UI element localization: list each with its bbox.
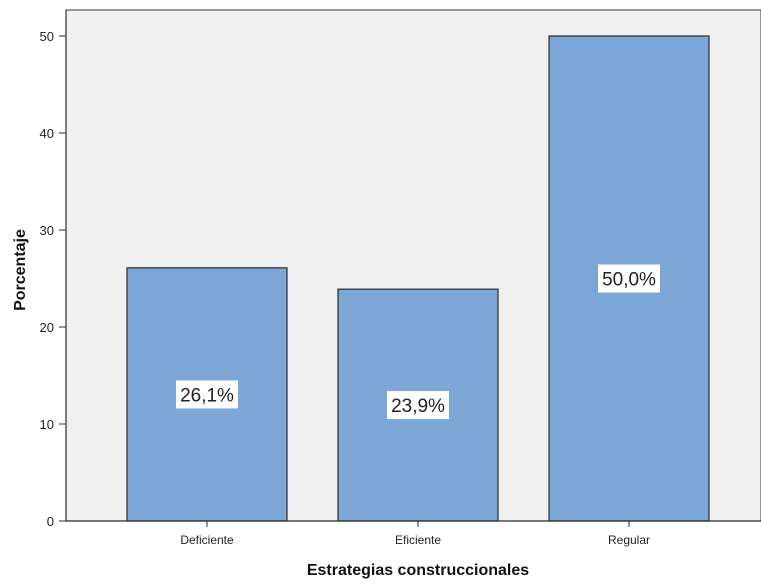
data-label-box bbox=[387, 391, 449, 420]
data-labels-group: 26,1% 23,9% 50,0% bbox=[176, 264, 660, 420]
x-axis-title: Estrategias construccionales bbox=[307, 562, 529, 579]
data-label: 23,9% bbox=[391, 396, 445, 417]
y-axis-title: Porcentaje bbox=[12, 229, 29, 311]
y-tick-label: 50 bbox=[40, 29, 54, 44]
data-label-box bbox=[176, 380, 238, 409]
y-tick-label: 20 bbox=[40, 320, 54, 335]
y-tick-label: 30 bbox=[40, 223, 54, 238]
data-label-box bbox=[598, 264, 660, 293]
y-axis-ticks: 0 10 20 30 40 50 bbox=[40, 29, 66, 529]
x-tick-label: Deficiente bbox=[180, 533, 234, 547]
y-tick-label: 0 bbox=[47, 514, 54, 529]
x-tick-label: Regular bbox=[608, 533, 650, 547]
x-axis-ticks: Deficiente Eficiente Regular bbox=[180, 521, 650, 547]
y-tick-label: 40 bbox=[40, 126, 54, 141]
x-tick-label: Eficiente bbox=[395, 533, 441, 547]
y-tick-label: 10 bbox=[40, 417, 54, 432]
data-label: 50,0% bbox=[602, 270, 656, 291]
data-label: 26,1% bbox=[180, 385, 234, 406]
